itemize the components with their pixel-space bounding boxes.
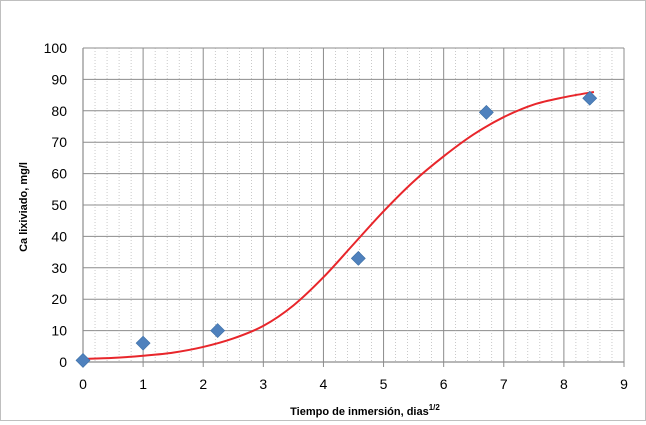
- y-tick-label: 90: [51, 71, 67, 87]
- fit-curve-line: [82, 90, 595, 360]
- data-point-diamond: [350, 250, 366, 266]
- x-tick-labels: 0 1 2 3 4 5 6 7 8 9: [79, 376, 628, 392]
- x-axis-label: Tiempo de inmersión, dias1/2: [290, 403, 440, 418]
- y-tick-label: 80: [51, 103, 67, 119]
- x-tick-label: 4: [320, 376, 328, 392]
- x-tick-label: 6: [440, 376, 448, 392]
- data-point-diamond: [210, 323, 226, 339]
- data-point-diamond: [582, 90, 598, 106]
- x-tick-label: 3: [259, 376, 267, 392]
- x-tick-label: 5: [380, 376, 388, 392]
- x-axis-label-superscript: 1/2: [429, 403, 441, 412]
- x-tick-label: 0: [79, 376, 87, 392]
- y-tick-label: 20: [51, 291, 67, 307]
- y-tick-label: 70: [51, 134, 67, 150]
- y-tick-label: 100: [44, 40, 68, 56]
- axes: [82, 48, 625, 367]
- x-axis-label-text: Tiempo de inmersión, dias: [290, 406, 429, 418]
- y-axis-label: Ca lixiviado, mg/l: [18, 162, 30, 252]
- x-tick-label: 8: [560, 376, 568, 392]
- data-points-series: [75, 90, 598, 368]
- data-point-diamond: [75, 353, 91, 368]
- y-tick-label: 40: [51, 228, 67, 244]
- y-tick-label: 60: [51, 166, 67, 182]
- data-point-diamond: [478, 104, 494, 120]
- x-tick-label: 2: [199, 376, 207, 392]
- y-tick-label: 0: [59, 354, 67, 370]
- y-tick-label: 30: [51, 260, 67, 276]
- x-tick-label: 7: [500, 376, 508, 392]
- data-point-diamond: [135, 335, 151, 351]
- fit-line-series: [82, 90, 595, 360]
- y-tick-label: 50: [51, 197, 67, 213]
- x-tick-label: 1: [139, 376, 147, 392]
- y-tick-label: 10: [51, 323, 67, 339]
- y-tick-labels: 0 10 20 30 40 50 60 70 80 90 100: [44, 40, 68, 370]
- x-tick-label: 9: [620, 376, 628, 392]
- grid-lines: [82, 47, 625, 363]
